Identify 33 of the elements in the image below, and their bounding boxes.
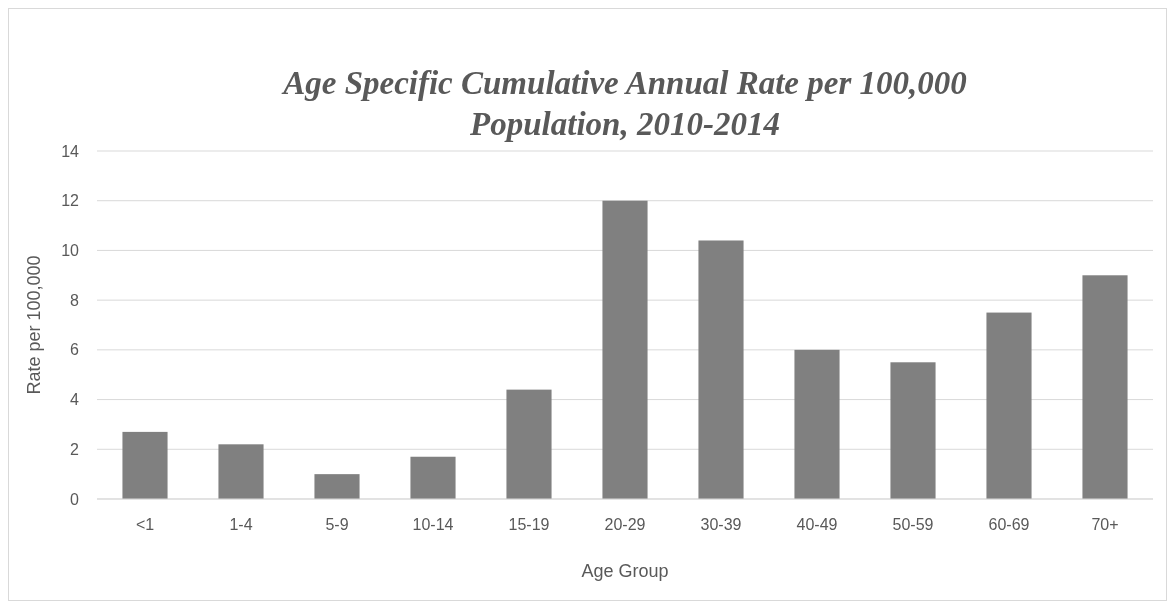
bar [1082,275,1128,499]
x-tick-label: 15-19 [508,516,550,533]
bar [314,474,360,499]
y-tick-label: 14 [61,142,80,160]
bar [890,362,936,499]
x-tick-label: 60-69 [988,516,1030,533]
bar [986,312,1032,499]
y-tick-label: 6 [70,341,80,359]
chart-title: Age Specific Cumulative Annual Rate per 100,000 Population, 2010-2014 [281,65,967,142]
bar [698,240,744,499]
x-tick-label: 50-59 [892,516,934,533]
x-axis-title: Age Group [581,561,669,581]
bar [218,444,264,499]
y-tick-label: 0 [70,490,80,508]
x-tick-label: 40-49 [796,516,838,533]
x-tick-label: 70+ [1091,516,1119,533]
y-tick-label: 10 [61,242,80,260]
x-tick-label: <1 [135,516,155,533]
x-tick-label: 30-39 [700,516,742,533]
y-tick-label: 8 [70,291,80,309]
bar [122,431,168,499]
x-tick-label: 5-9 [325,516,349,533]
y-axis-title: Rate per 100,000 [24,255,44,395]
y-tick-label: 2 [70,440,80,458]
y-tick-label: 12 [61,192,80,210]
x-tick-label: 1-4 [229,516,253,533]
y-tick-label: 4 [70,391,80,409]
bar [794,349,840,499]
bar [602,200,648,499]
x-tick-label: 20-29 [604,516,646,533]
bar [410,456,456,499]
bar [506,389,552,499]
x-tick-label: 10-14 [412,516,454,533]
